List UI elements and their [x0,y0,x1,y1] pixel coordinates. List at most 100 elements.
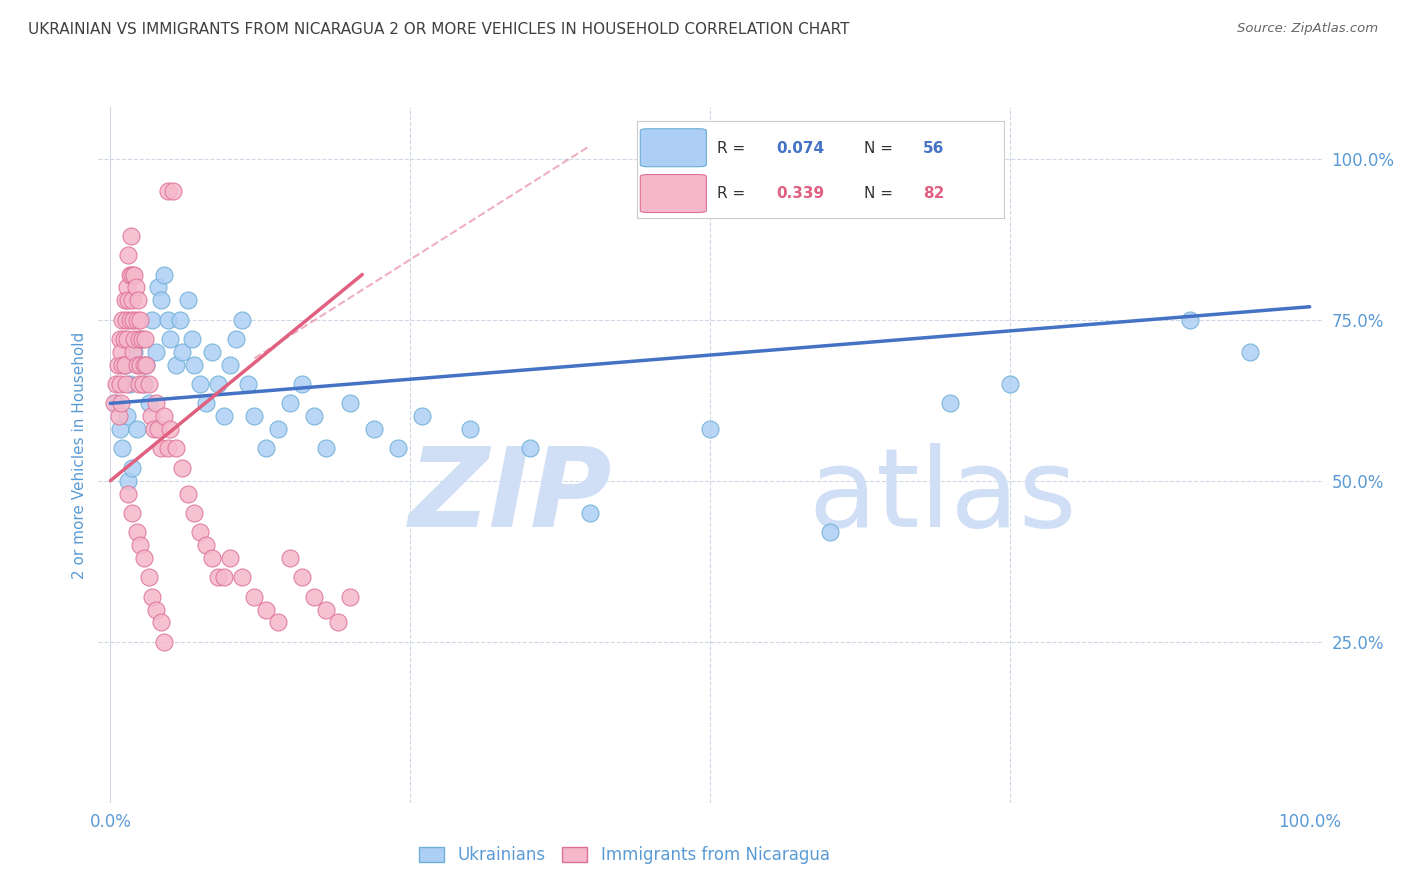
Text: ZIP: ZIP [409,443,612,550]
Point [124,332,146,346]
Point [125,312,148,326]
Point [110,396,132,410]
Point [278,551,301,566]
Point [519,442,541,456]
Point [118,268,141,282]
Point [135,358,157,372]
Point [183,506,205,520]
Point [315,602,337,616]
Point [254,442,277,456]
Point [107,358,129,372]
Point [156,312,179,326]
Point [153,634,176,648]
Point [267,615,290,630]
Point [188,525,212,540]
Point [115,280,138,294]
Point [129,358,152,372]
Point [124,268,146,282]
Point [121,268,143,282]
Point [138,570,160,584]
Point [122,312,145,326]
Point [132,377,155,392]
Point [115,377,138,392]
Point [103,396,125,410]
Point [114,358,136,372]
Point [818,525,841,540]
Point [153,268,176,282]
Point [339,396,361,410]
Point [304,409,326,424]
Point [115,409,138,424]
Point [1178,312,1201,326]
Text: Source: ZipAtlas.com: Source: ZipAtlas.com [1237,22,1378,36]
Point [291,570,314,584]
Point [304,590,326,604]
Point [110,344,132,359]
Point [122,344,145,359]
Point [134,332,156,346]
Point [121,506,143,520]
Point [129,538,152,552]
Point [939,396,962,410]
Point [132,377,155,392]
Point [339,590,361,604]
Text: atlas: atlas [808,443,1077,550]
Point [111,358,134,372]
Point [201,344,224,359]
Point [165,358,187,372]
Point [118,377,141,392]
Point [183,358,205,372]
Legend: Ukrainians, Immigrants from Nicaragua: Ukrainians, Immigrants from Nicaragua [419,846,830,864]
Point [111,312,134,326]
Point [142,422,165,436]
Point [131,332,153,346]
Point [138,396,160,410]
Point [141,409,163,424]
Point [114,293,136,308]
Point [149,442,172,456]
Point [699,422,721,436]
Point [1239,344,1261,359]
Point [156,442,179,456]
Point [267,422,290,436]
Point [159,332,181,346]
Point [124,280,146,294]
Point [225,332,247,346]
Point [159,422,181,436]
Point [315,442,337,456]
Point [111,442,134,456]
Point [121,460,143,475]
Point [219,358,242,372]
Point [579,506,602,520]
Point [188,377,212,392]
Point [219,551,242,566]
Point [195,396,218,410]
Point [149,293,172,308]
Point [207,377,229,392]
Point [172,460,194,475]
Point [129,332,152,346]
Point [328,615,350,630]
Point [108,377,131,392]
Point [141,312,163,326]
Point [148,422,170,436]
Point [411,409,433,424]
Point [214,570,236,584]
Point [121,293,143,308]
Point [165,442,187,456]
Point [135,358,157,372]
Point [181,332,204,346]
Point [169,312,191,326]
Point [243,590,266,604]
Point [108,422,131,436]
Point [117,486,139,500]
Point [124,344,146,359]
Point [195,538,218,552]
Point [114,358,136,372]
Point [201,551,224,566]
Point [387,442,409,456]
Point [153,409,176,424]
Y-axis label: 2 or more Vehicles in Household: 2 or more Vehicles in Household [72,331,87,579]
Point [998,377,1021,392]
Point [145,344,167,359]
